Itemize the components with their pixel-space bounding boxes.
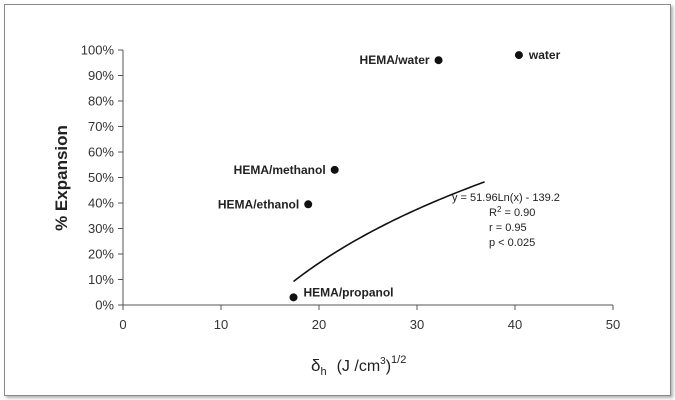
r2-prefix: R bbox=[489, 207, 497, 219]
x-label-close: ) bbox=[386, 358, 391, 375]
chart-frame bbox=[4, 4, 671, 396]
x-tick-label: 30 bbox=[410, 317, 424, 332]
r2-value: = 0.90 bbox=[501, 207, 535, 219]
data-points: HEMA/water water HEMA/methanol HEMA/ethanol… bbox=[218, 48, 561, 302]
y-tick-label: 30% bbox=[88, 221, 114, 236]
y-tick-label: 80% bbox=[88, 94, 114, 109]
p-text: p < 0.025 bbox=[489, 237, 535, 249]
r2-sup: 2 bbox=[497, 205, 502, 214]
axes bbox=[122, 50, 613, 306]
y-tick-label: 0% bbox=[95, 298, 114, 313]
x-label-unit: (J /cm bbox=[337, 358, 381, 375]
y-tick-label: 60% bbox=[88, 145, 114, 160]
x-tick-label: 0 bbox=[119, 317, 126, 332]
x-tick-label: 10 bbox=[214, 317, 228, 332]
data-point bbox=[514, 51, 523, 60]
y-tick-label: 70% bbox=[88, 119, 114, 134]
x-axis-label: δh (J /cm3)1/2 bbox=[311, 354, 406, 378]
equation-text: y = 51.96Ln(x) - 139.2 bbox=[452, 192, 560, 204]
x-tick-label: 50 bbox=[606, 317, 620, 332]
data-point-label: HEMA/methanol bbox=[234, 163, 326, 177]
y-tick-label: 10% bbox=[88, 272, 114, 287]
r-text: r = 0.95 bbox=[489, 222, 527, 234]
data-point bbox=[330, 165, 339, 174]
y-tick-label: 20% bbox=[88, 247, 114, 262]
x-tick-label: 40 bbox=[508, 317, 522, 332]
y-ticks: 0% 10% 20% 30% 40% 50% 60% 70% 80% 90% 100% bbox=[81, 43, 123, 313]
data-point bbox=[434, 56, 443, 65]
r2-text: R2 = 0.90 bbox=[489, 205, 535, 219]
y-tick-label: 100% bbox=[81, 43, 115, 58]
x-ticks: 0 10 20 30 40 50 bbox=[119, 305, 620, 332]
y-tick-label: 50% bbox=[88, 170, 114, 185]
y-tick-label: 90% bbox=[88, 68, 114, 83]
data-point-label: water bbox=[528, 48, 561, 62]
x-label-sub: h bbox=[320, 366, 326, 378]
y-tick-label: 40% bbox=[88, 196, 114, 211]
data-point bbox=[304, 200, 313, 209]
x-tick-label: 20 bbox=[312, 317, 326, 332]
data-point-label: HEMA/propanol bbox=[304, 285, 394, 299]
x-label-delta: δ bbox=[311, 356, 320, 375]
x-label-sup3: 3 bbox=[380, 356, 386, 367]
regression-annotation: y = 51.96Ln(x) - 139.2 R2 = 0.90 r = 0.9… bbox=[452, 192, 560, 249]
y-axis-label: % Expansion bbox=[52, 125, 71, 231]
fit-curve bbox=[293, 181, 485, 283]
data-point-label: HEMA/ethanol bbox=[218, 197, 299, 211]
data-point bbox=[289, 293, 298, 302]
x-label-exponent: 1/2 bbox=[391, 354, 406, 366]
data-point-label: HEMA/water bbox=[360, 53, 430, 67]
